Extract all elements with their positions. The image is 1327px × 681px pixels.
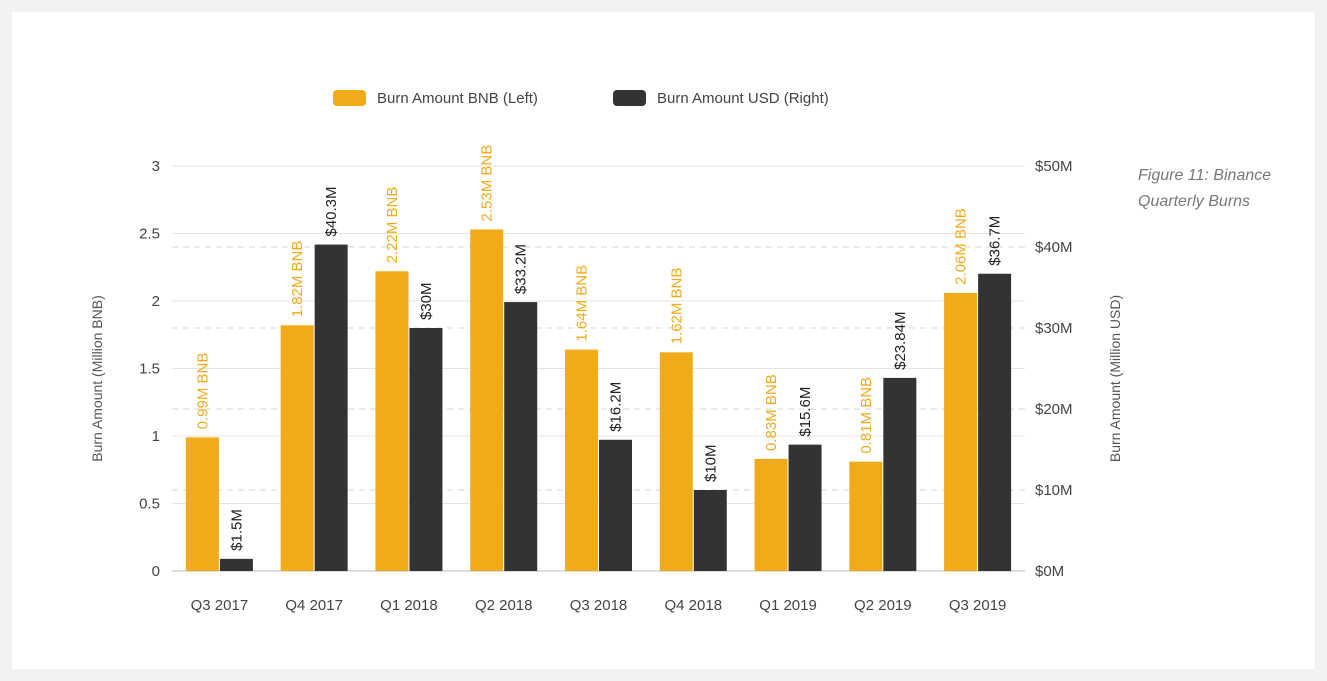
x-tick-label: Q3 2017 (191, 597, 249, 614)
figure-caption: Figure 11: Binance Quarterly Burns (1138, 163, 1318, 215)
y-left-tick-label: 0.5 (139, 496, 160, 513)
burn-chart: 0.99M BNB $1.5M 1.82M BNB $40.3M 2.22M BNB $3… (89, 90, 1123, 614)
y-left-axis-title: Burn Amount (Million BNB) (89, 295, 105, 462)
bar-bnb (375, 271, 409, 571)
y-left-tick-label: 1 (152, 428, 160, 445)
x-tick-label: Q2 2018 (475, 597, 533, 614)
bar-bnb (944, 292, 978, 571)
x-tick-label: Q4 2017 (285, 597, 343, 614)
caption-line-2: Quarterly Burns (1138, 193, 1251, 210)
data-label-bnb: 0.81M BNB (858, 377, 875, 454)
chart-panel: 0.99M BNB $1.5M 1.82M BNB $40.3M 2.22M BNB $3… (12, 12, 1315, 669)
y-left-tick-label: 2.5 (139, 226, 160, 243)
x-tick-label: Q3 2019 (949, 597, 1007, 614)
bar-usd (693, 490, 727, 571)
data-label-usd: $30M (418, 282, 435, 320)
bar-usd (978, 273, 1012, 571)
x-tick-label: Q2 2019 (854, 597, 912, 614)
bar-usd (504, 302, 538, 571)
axes: 0 0.5 1 1.5 2 2.5 3 $0M $10M $20M $30M $40M $50M Burn… (89, 158, 1123, 614)
y-right-tick-label: $40M (1035, 239, 1073, 256)
bar-bnb (849, 461, 883, 571)
gridlines (172, 165, 1025, 572)
y-left-tick-label: 3 (152, 158, 160, 175)
y-left-tick-label: 1.5 (139, 361, 160, 378)
y-left-tick-label: 2 (152, 293, 160, 310)
data-label-bnb: 2.22M BNB (384, 187, 401, 264)
legend-swatch-bnb (333, 90, 366, 106)
data-label-bnb: 2.06M BNB (953, 208, 970, 285)
bar-bnb (754, 458, 788, 571)
y-right-tick-label: $20M (1035, 401, 1073, 418)
bar-bnb (185, 437, 219, 571)
data-label-bnb: 2.53M BNB (479, 145, 496, 222)
data-label-bnb: 0.83M BNB (763, 374, 780, 451)
data-label-bnb: 0.99M BNB (194, 353, 211, 430)
bar-bnb (280, 325, 314, 571)
y-right-tick-label: $0M (1035, 563, 1064, 580)
data-label-usd: $16.2M (608, 382, 625, 432)
bar-bnb (470, 229, 504, 571)
legend-label-bnb: Burn Amount BNB (Left) (377, 90, 538, 107)
y-right-axis-title: Burn Amount (Million USD) (1107, 295, 1123, 462)
data-label-bnb: 1.82M BNB (289, 241, 306, 318)
bar-usd (883, 377, 917, 571)
bar-usd (314, 244, 348, 571)
bar-usd (788, 444, 822, 571)
legend-label-usd: Burn Amount USD (Right) (657, 90, 829, 107)
bar-bnb (659, 352, 693, 571)
data-label-usd: $40.3M (323, 187, 340, 237)
bar-usd (219, 558, 253, 571)
data-label-usd: $33.2M (513, 244, 530, 294)
bars (185, 229, 1012, 571)
data-label-usd: $15.6M (797, 387, 814, 437)
x-tick-label: Q4 2018 (665, 597, 723, 614)
legend-swatch-usd (613, 90, 646, 106)
data-labels: 0.99M BNB $1.5M 1.82M BNB $40.3M 2.22M BNB $3… (194, 145, 1003, 551)
x-tick-label: Q1 2018 (380, 597, 438, 614)
data-label-bnb: 1.64M BNB (574, 265, 591, 342)
data-label-usd: $36.7M (987, 216, 1004, 266)
y-right-tick-label: $50M (1035, 158, 1073, 175)
data-label-usd: $10M (702, 444, 719, 482)
y-left-tick-label: 0 (152, 563, 160, 580)
data-label-bnb: 1.62M BNB (668, 268, 685, 345)
bar-usd (599, 439, 632, 571)
data-label-usd: $23.84M (892, 312, 909, 370)
caption-line-1: Figure 11: Binance (1138, 167, 1272, 184)
y-right-tick-label: $10M (1035, 482, 1073, 499)
bar-bnb (565, 349, 598, 571)
legend: Burn Amount BNB (Left) Burn Amount USD (R… (333, 90, 829, 107)
bar-usd (409, 328, 443, 571)
x-tick-label: Q3 2018 (570, 597, 628, 614)
data-label-usd: $1.5M (228, 509, 245, 551)
x-tick-label: Q1 2019 (759, 597, 817, 614)
y-right-tick-label: $30M (1035, 320, 1073, 337)
